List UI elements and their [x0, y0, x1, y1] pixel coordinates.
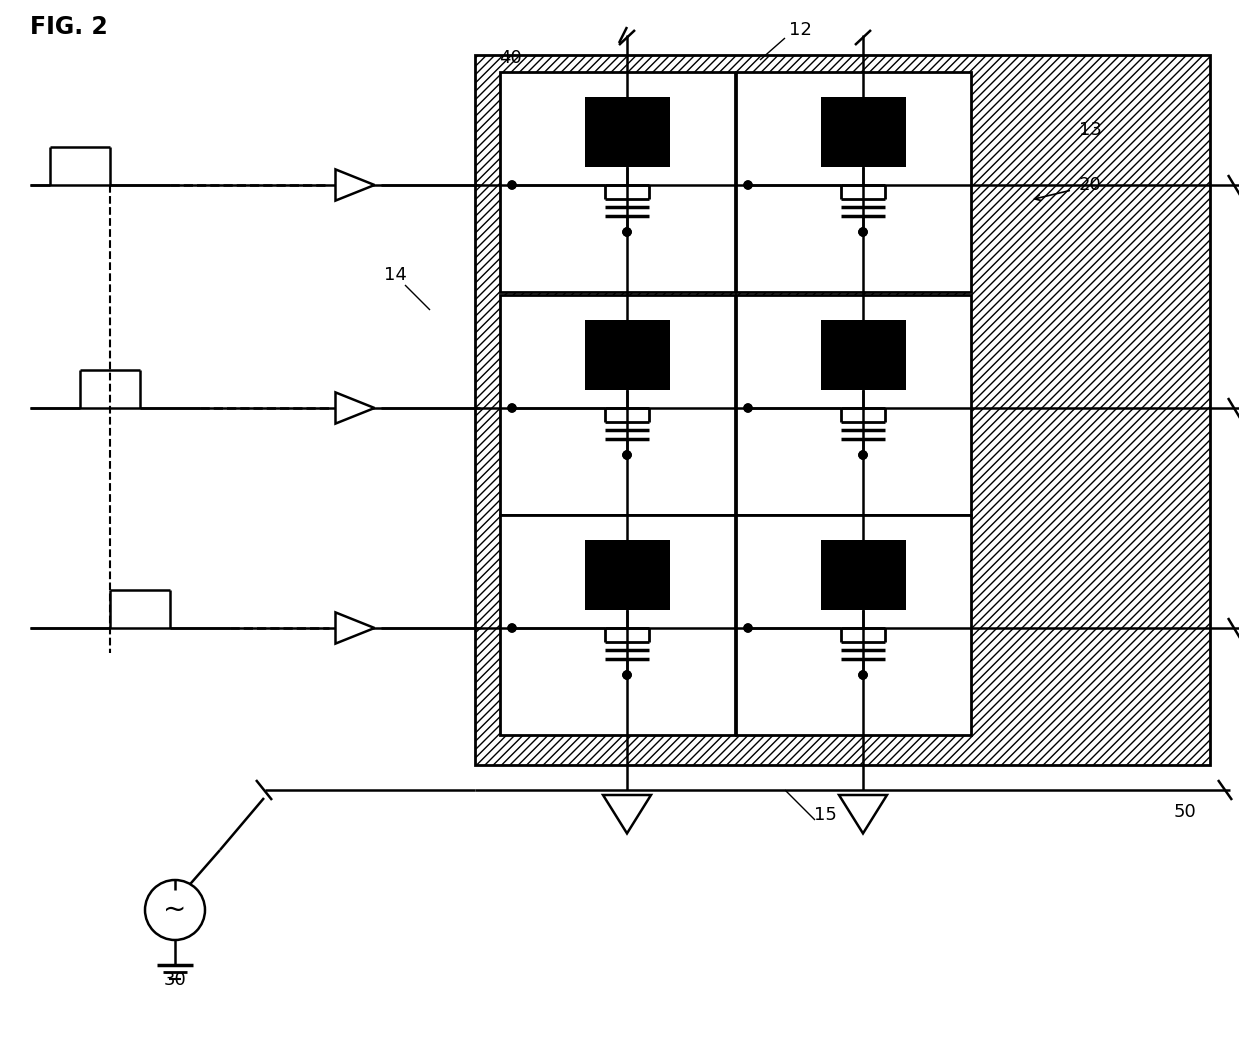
Circle shape	[743, 624, 752, 632]
Text: 13: 13	[1079, 121, 1101, 139]
Circle shape	[623, 450, 631, 459]
Polygon shape	[336, 169, 374, 200]
Bar	[501, 295, 735, 515]
Circle shape	[743, 181, 752, 189]
Circle shape	[623, 228, 631, 236]
Circle shape	[859, 450, 867, 459]
Circle shape	[859, 228, 867, 236]
Circle shape	[508, 404, 515, 412]
Text: 50: 50	[1173, 803, 1197, 821]
Polygon shape	[336, 392, 374, 424]
Circle shape	[623, 228, 631, 236]
Circle shape	[508, 624, 515, 632]
Bar	[475, 55, 1211, 765]
Bar	[585, 320, 670, 390]
Circle shape	[743, 404, 752, 412]
Text: 12: 12	[788, 21, 812, 39]
Circle shape	[859, 671, 867, 679]
Bar	[821, 540, 906, 610]
Circle shape	[859, 450, 867, 459]
Polygon shape	[336, 612, 374, 644]
Bar	[821, 97, 906, 167]
Text: FIG. 2: FIG. 2	[30, 15, 108, 39]
Circle shape	[145, 880, 204, 940]
Circle shape	[623, 450, 631, 459]
Bar	[501, 72, 735, 292]
Bar	[585, 97, 670, 167]
Text: 15: 15	[814, 805, 836, 824]
Circle shape	[508, 181, 515, 189]
Bar	[736, 295, 971, 515]
Text: 14: 14	[384, 266, 406, 284]
Circle shape	[859, 450, 867, 459]
Text: 30: 30	[164, 971, 186, 989]
Circle shape	[743, 404, 752, 412]
Polygon shape	[603, 795, 650, 834]
Circle shape	[743, 181, 752, 189]
Circle shape	[859, 671, 867, 679]
Polygon shape	[839, 795, 887, 834]
Text: 40: 40	[498, 49, 522, 67]
Bar	[736, 515, 971, 735]
Circle shape	[508, 404, 515, 412]
Circle shape	[623, 450, 631, 459]
Circle shape	[508, 181, 515, 189]
Circle shape	[508, 624, 515, 632]
Circle shape	[623, 671, 631, 679]
Circle shape	[859, 671, 867, 679]
Circle shape	[623, 228, 631, 236]
Circle shape	[623, 671, 631, 679]
Circle shape	[859, 228, 867, 236]
Bar	[736, 72, 971, 292]
Text: 20: 20	[1079, 176, 1101, 194]
Bar	[501, 515, 735, 735]
Circle shape	[623, 671, 631, 679]
Bar	[585, 540, 670, 610]
Text: ~: ~	[164, 896, 187, 924]
Circle shape	[743, 624, 752, 632]
Bar	[821, 320, 906, 390]
Circle shape	[859, 228, 867, 236]
